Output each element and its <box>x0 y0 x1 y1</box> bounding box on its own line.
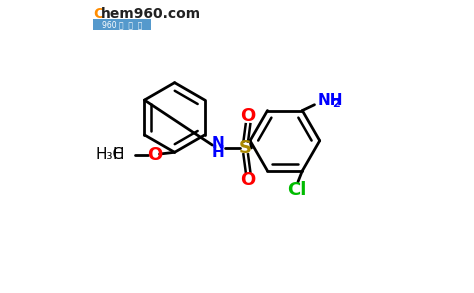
Text: 2: 2 <box>332 99 340 109</box>
Text: H: H <box>112 146 124 161</box>
Text: S: S <box>239 139 252 157</box>
Text: N: N <box>212 136 225 151</box>
Text: Cl: Cl <box>287 181 306 199</box>
FancyBboxPatch shape <box>93 19 151 30</box>
Text: O: O <box>146 146 162 163</box>
Text: H₃C: H₃C <box>96 146 124 161</box>
Text: 960 化  工  网: 960 化 工 网 <box>102 21 143 29</box>
Text: hem960.com: hem960.com <box>100 7 201 21</box>
Text: NH: NH <box>318 93 343 108</box>
Text: O: O <box>240 171 255 189</box>
Text: H: H <box>212 145 225 160</box>
Text: O: O <box>240 107 255 125</box>
Text: C: C <box>93 7 104 21</box>
